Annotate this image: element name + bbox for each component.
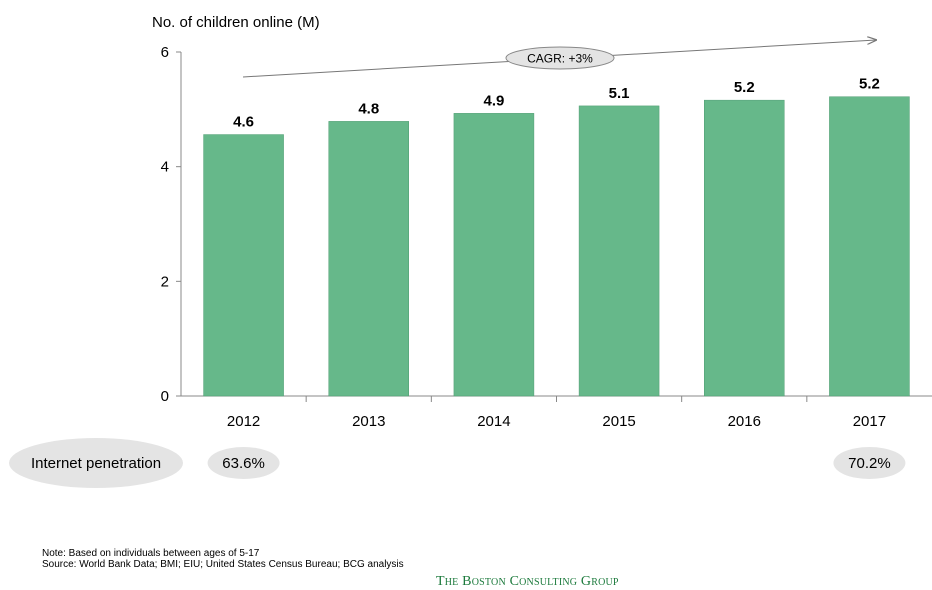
penetration-value: 63.6%: [222, 455, 265, 472]
x-tick-label: 2012: [227, 413, 260, 430]
internet-penetration-row: Internet penetration 63.6% 70.2%: [9, 438, 906, 488]
y-axis-label: No. of children online (M): [152, 14, 320, 31]
penetration-label-bubble: [9, 438, 183, 488]
penetration-label: Internet penetration: [31, 455, 161, 472]
x-tick-label: 2014: [477, 413, 510, 430]
x-tick-label: 2015: [602, 413, 635, 430]
y-tick-label: 6: [161, 44, 169, 61]
bars: 4.6 4.8 4.9 5.1 5.2 5.2: [203, 76, 910, 397]
penetration-value-bubble: [833, 447, 906, 479]
footnote-source: Source: World Bank Data; BMI; EIU; Unite…: [42, 559, 404, 570]
bcg-logo: The Boston Consulting Group: [436, 574, 619, 589]
penetration-value: 70.2%: [848, 455, 891, 472]
bar-value-label: 5.1: [609, 85, 630, 102]
x-tick-label: 2017: [853, 413, 886, 430]
bar-value-label: 5.2: [734, 79, 755, 96]
bar-value-label: 4.8: [358, 100, 379, 117]
footnote-note: Note: Based on individuals between ages …: [42, 548, 260, 559]
bar-value-label: 4.9: [483, 92, 504, 109]
bar-value-label: 4.6: [233, 114, 254, 131]
y-tick-label: 4: [161, 159, 169, 176]
x-axis: 2012 2013 2014 2015 2016 2017: [181, 395, 932, 430]
penetration-value-bubble: [207, 447, 280, 479]
cagr-label: CAGR: +3%: [527, 52, 593, 66]
y-tick-label: 0: [161, 388, 169, 405]
x-tick-label: 2016: [728, 413, 761, 430]
cagr-bubble: [505, 46, 615, 70]
bar: [704, 99, 785, 397]
cagr-annotation: CAGR: +3%: [242, 40, 876, 78]
bar-value-label: 5.2: [859, 76, 880, 93]
x-tick-label: 2013: [352, 413, 385, 430]
bar: [829, 96, 910, 397]
bar: [203, 134, 284, 397]
y-axis: 0 2 4 6: [161, 44, 182, 405]
bar: [578, 105, 660, 397]
bar: [328, 121, 409, 397]
y-tick-label: 2: [161, 273, 169, 290]
bar: [453, 113, 535, 397]
